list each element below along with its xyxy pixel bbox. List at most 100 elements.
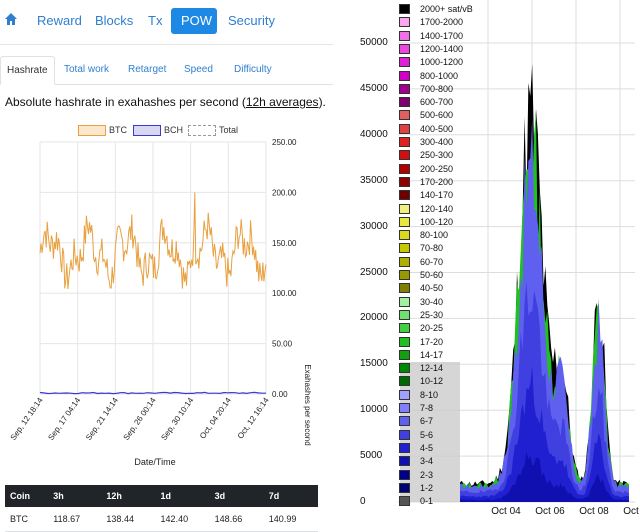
subtab-difficulty[interactable]: Difficulty <box>234 64 272 75</box>
fee-legend-item[interactable]: 300-400 <box>396 136 486 149</box>
legend-swatch-total <box>188 125 216 137</box>
y-tick-label: 250.00 <box>272 138 297 147</box>
fee-legend-swatch <box>399 123 410 134</box>
y-tick-label: 200.00 <box>272 188 297 197</box>
fee-legend-item[interactable]: 14-17 <box>396 349 486 362</box>
home-icon[interactable] <box>4 12 18 26</box>
fee-legend-item[interactable]: 100-120 <box>396 216 486 229</box>
fee-legend-item[interactable]: 0-1 <box>396 495 486 508</box>
legend-btc[interactable]: BTC <box>78 125 127 137</box>
fee-legend-label: 400-500 <box>420 123 454 134</box>
x-tick-label: Sep, 26 00:14 <box>122 396 158 442</box>
fee-legend-item[interactable]: 500-600 <box>396 109 486 122</box>
fee-legend-item[interactable]: 80-100 <box>396 229 486 242</box>
fee-legend-swatch <box>399 363 410 374</box>
fee-legend-label: 80-100 <box>420 230 449 241</box>
fee-legend-item[interactable]: 1400-1700 <box>396 30 486 43</box>
table-body: BTC 118.67 138.44 142.40 148.66 140.99 <box>5 507 318 532</box>
fee-legend-label: 14-17 <box>420 349 444 360</box>
fee-legend-item[interactable]: 1-2 <box>396 482 486 495</box>
fee-legend-item[interactable]: 50-60 <box>396 269 486 282</box>
fee-legend-item[interactable]: 600-700 <box>396 96 486 109</box>
fee-legend-item[interactable]: 200-250 <box>396 163 486 176</box>
hashrate-table: Coin 3h 12h 1d 3d 7d BTC 118.67 138.44 142.40 148… <box>5 485 318 532</box>
table-header-cell: 1d <box>155 485 210 507</box>
fee-legend-swatch <box>399 283 410 294</box>
tab-security[interactable]: Security <box>228 13 275 28</box>
fee-legend-item[interactable]: 2-3 <box>396 469 486 482</box>
fee-legend-item[interactable]: 70-80 <box>396 242 486 255</box>
fee-legend-item[interactable]: 1700-2000 <box>396 16 486 29</box>
fee-legend-item[interactable]: 400-500 <box>396 123 486 136</box>
fee-legend-swatch <box>399 150 410 161</box>
fee-legend-label: 1200-1400 <box>420 43 464 54</box>
fee-legend-swatch <box>399 389 410 400</box>
fee-legend-item[interactable]: 10-12 <box>396 375 486 388</box>
fee-legend-swatch <box>399 469 410 480</box>
fee-legend-item[interactable]: 4-5 <box>396 442 486 455</box>
fee-legend-swatch <box>399 43 410 54</box>
fee-legend-label: 700-800 <box>420 83 454 94</box>
fee-band-area <box>460 63 629 503</box>
tab-pow[interactable]: POW <box>171 8 217 34</box>
fee-legend-item[interactable]: 1000-1200 <box>396 56 486 69</box>
fee-legend-item[interactable]: 40-50 <box>396 282 486 295</box>
fee-legend-swatch <box>399 309 410 320</box>
legend-total[interactable]: Total <box>188 125 238 137</box>
fee-legend-swatch <box>399 256 410 267</box>
early-data-area <box>400 362 460 502</box>
fee-legend-item[interactable]: 8-10 <box>396 389 486 402</box>
fee-legend-label: 1700-2000 <box>420 17 464 28</box>
mempool-y-tick: 15000 <box>360 358 388 370</box>
x-tick-label: Sep, 30 10:14 <box>159 396 195 442</box>
fee-legend-label: 60-70 <box>420 256 444 267</box>
fee-legend-item[interactable]: 5-6 <box>396 429 486 442</box>
fee-legend-label: 2000+ sat/vB <box>420 4 473 14</box>
fee-legend-swatch <box>399 163 410 174</box>
table-header-cell: 7d <box>263 485 318 507</box>
fee-legend-item[interactable]: 7-8 <box>396 402 486 415</box>
fee-legend-item[interactable]: 800-1000 <box>396 70 486 83</box>
legend-label-btc: BTC <box>109 125 127 135</box>
fee-legend-label: 170-200 <box>420 176 454 187</box>
averages-link[interactable]: 12h averages <box>245 95 319 109</box>
mempool-y-tick: 35000 <box>360 174 388 186</box>
fee-legend-label: 0-1 <box>420 496 434 507</box>
fee-legend-label: 70-80 <box>420 243 444 254</box>
fee-legend-item[interactable]: 140-170 <box>396 189 486 202</box>
fee-legend-item[interactable]: 30-40 <box>396 296 486 309</box>
mempool-y-tick: 10000 <box>360 404 388 416</box>
fee-legend-label: 17-20 <box>420 336 444 347</box>
legend-bch[interactable]: BCH <box>133 125 183 137</box>
fee-legend-item[interactable]: 3-4 <box>396 455 486 468</box>
fee-legend-item[interactable]: 6-7 <box>396 415 486 428</box>
mempool-y-tick: 50000 <box>360 37 388 48</box>
mempool-y-tick: 5000 <box>360 450 383 462</box>
fee-legend-item[interactable]: 1200-1400 <box>396 43 486 56</box>
fee-legend-label: 140-170 <box>420 190 454 201</box>
fee-legend-swatch <box>399 376 410 387</box>
tab-tx[interactable]: Tx <box>148 13 163 28</box>
subtab-total-work[interactable]: Total work <box>64 64 110 75</box>
fee-legend-label: 1-2 <box>420 482 434 493</box>
fee-legend-item[interactable]: 250-300 <box>396 149 486 162</box>
fee-band-area <box>460 365 629 502</box>
fee-legend-item[interactable]: 17-20 <box>396 336 486 349</box>
hashrate-chart: 250.00 200.00 150.00 100.00 50.00 0.00 Sep, 1… <box>9 138 312 467</box>
table-cell: 142.40 <box>155 507 210 532</box>
tab-reward[interactable]: Reward <box>37 13 82 28</box>
fee-legend-label: 120-140 <box>420 203 454 214</box>
subtab-retarget[interactable]: Retarget <box>128 64 167 75</box>
fee-legend-item[interactable]: 60-70 <box>396 256 486 269</box>
fee-legend-item[interactable]: 2000+ sat/vB <box>396 3 486 16</box>
fee-legend-item[interactable]: 170-200 <box>396 176 486 189</box>
table-row: BTC 118.67 138.44 142.40 148.66 140.99 <box>5 507 318 532</box>
fee-legend-item[interactable]: 20-25 <box>396 322 486 335</box>
fee-legend-item[interactable]: 12-14 <box>396 362 486 375</box>
fee-legend-item[interactable]: 25-30 <box>396 309 486 322</box>
fee-legend-item[interactable]: 700-800 <box>396 83 486 96</box>
subtab-hashrate[interactable]: Hashrate <box>0 56 55 85</box>
tab-blocks[interactable]: Blocks <box>95 13 134 28</box>
fee-legend-item[interactable]: 120-140 <box>396 203 486 216</box>
subtab-speed[interactable]: Speed <box>184 64 213 75</box>
